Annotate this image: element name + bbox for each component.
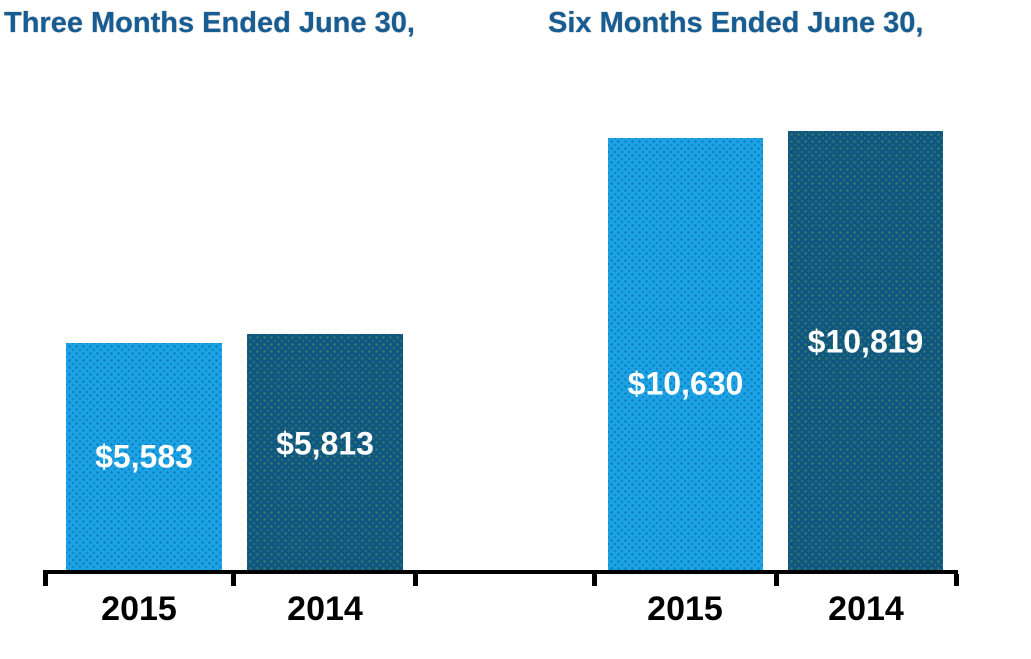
x-axis-tick	[954, 574, 959, 586]
bar-value-label: $10,630	[627, 365, 744, 402]
chart-title-three-months: Three Months Ended June 30,	[4, 7, 415, 39]
x-axis-tick	[413, 574, 418, 586]
bar-value-label: $10,819	[807, 323, 924, 360]
x-axis-tick	[231, 574, 236, 586]
bar-value-label: $5,813	[276, 425, 374, 462]
bar-2014-three-months: $5,813	[247, 334, 403, 570]
bar-2015-three-months: $5,583	[66, 343, 222, 570]
bar-2014-six-months: $10,819	[788, 131, 943, 570]
x-axis-line	[43, 570, 958, 574]
x-axis-label-2015-six-months: 2015	[647, 590, 723, 628]
bar-value-label: $5,583	[95, 438, 193, 475]
x-axis-tick	[592, 574, 597, 586]
x-axis-tick	[43, 574, 48, 586]
bar-2015-six-months: $10,630	[608, 138, 763, 570]
x-axis-label-2015-three-months: 2015	[101, 590, 177, 628]
chart-title-six-months: Six Months Ended June 30,	[548, 7, 924, 39]
x-axis-label-2014-three-months: 2014	[287, 590, 363, 628]
x-axis-tick	[774, 574, 779, 586]
x-axis-label-2014-six-months: 2014	[828, 590, 904, 628]
